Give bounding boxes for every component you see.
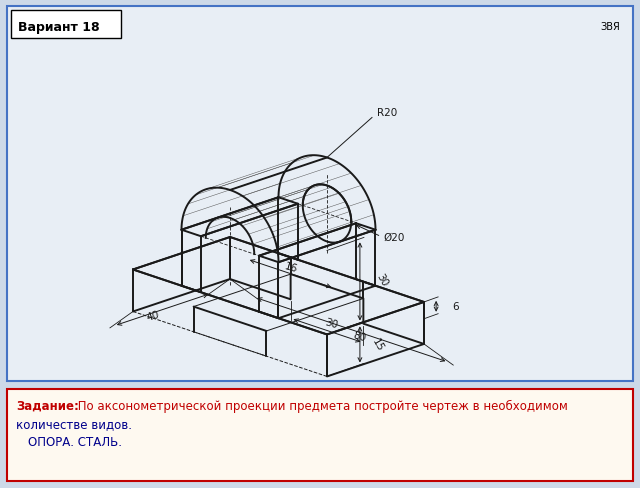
Text: 40: 40 <box>145 309 160 323</box>
Text: ОПОРА. СТАЛЬ.: ОПОРА. СТАЛЬ. <box>28 435 122 448</box>
Text: 15: 15 <box>371 337 385 353</box>
FancyBboxPatch shape <box>11 11 121 39</box>
Text: 6: 6 <box>452 302 459 312</box>
Text: 80: 80 <box>351 329 367 343</box>
Text: Вариант 18: Вариант 18 <box>18 21 100 35</box>
Text: 30: 30 <box>323 317 339 330</box>
Bar <box>7 7 633 381</box>
Text: ЗВЯ: ЗВЯ <box>600 22 620 32</box>
Text: По аксонометрической проекции предмета постройте чертеж в необходимом: По аксонометрической проекции предмета п… <box>74 399 568 412</box>
Text: R20: R20 <box>377 108 397 118</box>
Text: Ø20: Ø20 <box>383 232 404 242</box>
Text: 30: 30 <box>374 272 390 288</box>
Bar <box>7 389 633 481</box>
Text: Задание:: Задание: <box>16 399 79 412</box>
Text: 16: 16 <box>283 261 298 274</box>
Text: количестве видов.: количестве видов. <box>16 417 132 430</box>
